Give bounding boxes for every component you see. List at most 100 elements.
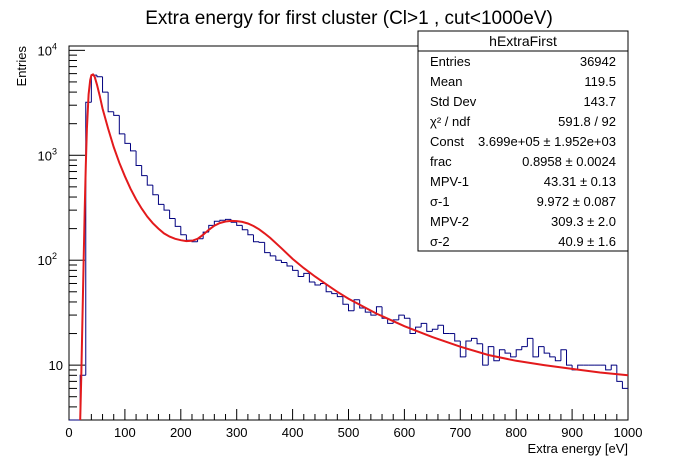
stats-row-value: 309.3 ± 2.0 (551, 214, 616, 229)
histogram-bin (538, 346, 545, 357)
histogram-bin (225, 218, 232, 221)
y-axis: 10 102 103 104 (38, 41, 85, 421)
stats-row-label: MPV-2 (430, 214, 469, 229)
stats-row-label: Std Dev (430, 94, 477, 109)
histogram-bin (510, 353, 517, 358)
stats-row-value: 143.7 (583, 94, 616, 109)
histogram-bin (157, 194, 165, 205)
histogram-bin (398, 314, 405, 320)
stats-box-title: hExtraFirst (489, 33, 557, 49)
stats-row-value: 36942 (580, 54, 616, 69)
histogram-bin (370, 312, 377, 316)
stats-row-value: 0.8958 ± 0.0024 (522, 154, 616, 169)
x-tick-label: 400 (282, 425, 304, 440)
histogram-bin (174, 218, 181, 227)
x-tick-label: 300 (226, 425, 248, 440)
stats-row-value: 119.5 (584, 74, 616, 89)
histogram-bin (275, 255, 282, 261)
histogram-bin (213, 220, 220, 226)
histogram-series (69, 74, 628, 421)
histogram-bin (420, 322, 427, 328)
histogram-bin (280, 260, 288, 264)
histogram-bin (185, 234, 192, 241)
histogram-bin (610, 364, 617, 370)
stats-row-value: 591.8 / 92 (558, 114, 616, 129)
histogram-bin (336, 293, 343, 298)
stats-row-label: χ² / ndf (430, 114, 470, 129)
x-tick-label: 600 (394, 425, 416, 440)
stats-row-label: Mean (430, 74, 463, 89)
histogram-bin (437, 324, 444, 330)
histogram-bin (465, 340, 472, 357)
histogram-bin (118, 115, 125, 135)
histogram-bin (102, 76, 109, 93)
histogram-bin (409, 318, 416, 335)
histogram-bin (180, 226, 187, 236)
histogram-bin (482, 343, 489, 366)
histogram-bin (124, 133, 131, 144)
histogram-bin (476, 338, 483, 345)
histogram-bin (331, 291, 338, 295)
histogram-bin (387, 318, 394, 324)
histogram-bin (292, 266, 299, 271)
histogram-bin (403, 315, 410, 319)
histogram-bin (141, 165, 148, 177)
histogram-bin (247, 229, 254, 236)
histogram-bin (297, 270, 304, 277)
y-tick-label: 102 (38, 251, 57, 268)
histogram-bin (605, 365, 612, 371)
histogram-bin (443, 325, 450, 335)
histogram-bin (236, 222, 243, 226)
x-tick-label: 0 (65, 425, 72, 440)
stats-row-label: Entries (430, 54, 471, 69)
x-tick-label: 100 (114, 425, 136, 440)
y-tick-label: 104 (38, 41, 57, 58)
histogram-bin (107, 92, 114, 113)
histogram-bin (493, 346, 500, 362)
y-axis-label: Entries (14, 46, 29, 87)
histogram-bin (470, 337, 478, 341)
x-axis-label: Extra energy [eV] (528, 441, 628, 456)
histogram-bin (241, 225, 248, 231)
histogram-bin (554, 356, 561, 362)
stats-row-value: 40.9 ± 1.6 (558, 234, 616, 249)
y-tick-label: 10 (49, 358, 63, 373)
histogram-bin (96, 75, 103, 78)
histogram-bin (532, 338, 539, 358)
stats-row-label: frac (430, 154, 452, 169)
histogram-bin (577, 364, 584, 370)
histogram-bin (258, 241, 265, 243)
histogram-bin (549, 353, 556, 358)
histogram-bin (129, 143, 137, 152)
histogram-bin (219, 219, 226, 222)
histogram-bin (252, 234, 260, 243)
histogram-bin (286, 262, 293, 267)
stats-row-value: 3.699e+05 ± 1.952e+03 (478, 134, 616, 149)
histogram-bin (169, 210, 176, 219)
x-tick-label: 900 (561, 425, 583, 440)
histogram-bin (375, 306, 383, 316)
histogram-bin (348, 304, 355, 312)
histogram-bin (308, 273, 315, 283)
histogram-bin (515, 349, 522, 357)
histogram-bin (163, 204, 170, 211)
histogram-bin (364, 308, 371, 313)
histogram-bin (504, 349, 511, 354)
histogram-bin (264, 242, 271, 254)
x-tick-label: 800 (505, 425, 527, 440)
histogram-bin (431, 328, 438, 332)
histogram-bin (152, 185, 159, 196)
histogram-bin (543, 346, 550, 354)
histogram-bin (454, 333, 461, 342)
histogram-bin (426, 323, 433, 332)
histogram-bin (560, 349, 567, 361)
stats-row-label: Const (430, 134, 464, 149)
stats-row-label: σ-2 (430, 234, 450, 249)
histogram-bin (353, 299, 360, 311)
stats-row-value: 9.972 ± 0.087 (537, 194, 616, 209)
x-tick-label: 500 (338, 425, 360, 440)
x-tick-label: 1000 (614, 425, 643, 440)
histogram-bin (521, 346, 528, 350)
chart-title: Extra energy for first cluster (Cl>1 , c… (145, 8, 553, 29)
